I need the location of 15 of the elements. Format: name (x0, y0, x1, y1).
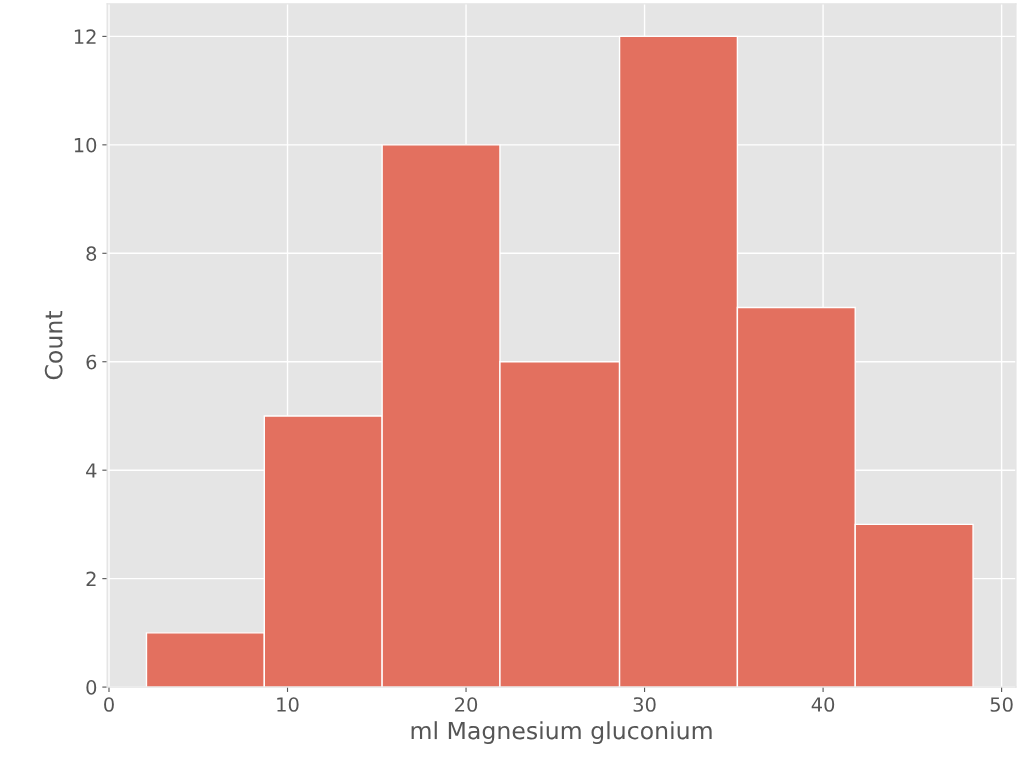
x-tick-label: 10 (277, 697, 299, 712)
y-axis-title: Count (44, 310, 63, 380)
y-tick-label: 12 (74, 29, 96, 44)
x-tick-label: 0 (104, 697, 114, 712)
y-tick-label: 4 (86, 463, 97, 478)
y-tick-label: 8 (86, 246, 97, 261)
y-tick-label: 0 (86, 680, 97, 695)
x-tick-label: 40 (811, 697, 835, 712)
y-tick-label: 10 (74, 137, 97, 153)
x-tick-label: 20 (455, 697, 478, 712)
y-tick-label: 6 (86, 354, 97, 370)
x-axis-title: ml Magnesium gluconium (411, 721, 712, 745)
x-tick-label: 30 (633, 697, 656, 712)
x-tick-label: 50 (990, 697, 1013, 712)
y-tick-label: 2 (86, 571, 96, 587)
